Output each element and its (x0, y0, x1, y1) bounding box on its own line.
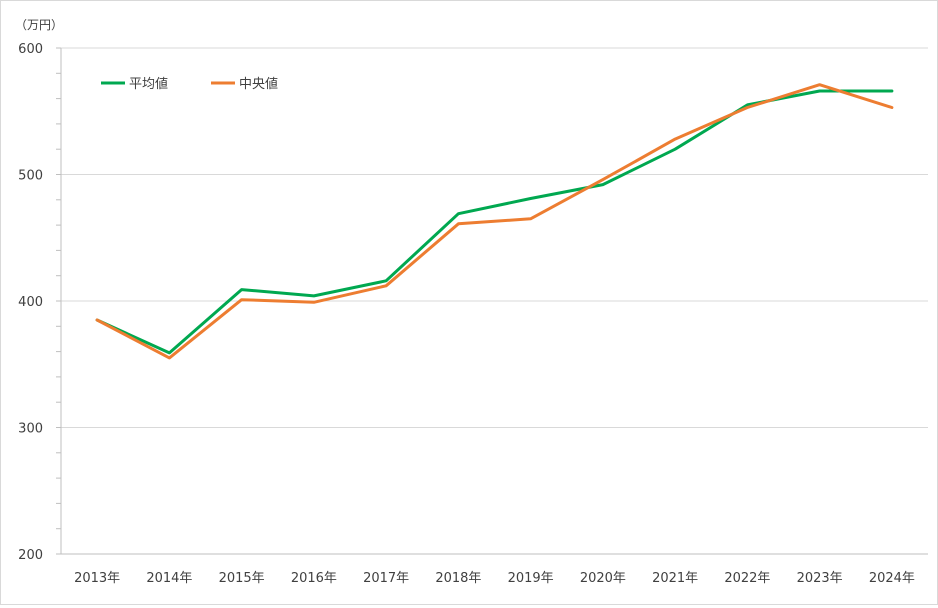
x-tick-label-4: 2017年 (363, 571, 409, 586)
x-tick-label-2: 2015年 (219, 571, 265, 586)
y-tick-label-500: 500 (18, 169, 43, 184)
x-tick-label-5: 2018年 (435, 571, 481, 586)
y-tick-label-300: 300 (18, 422, 43, 437)
y-axis-unit-label: （万円） (15, 18, 63, 32)
x-tick-label-11: 2024年 (869, 571, 915, 586)
grid-lines (61, 47, 928, 428)
x-tick-label-6: 2019年 (508, 571, 554, 586)
x-tick-label-10: 2023年 (797, 571, 843, 586)
axes (56, 47, 928, 555)
series-line-1 (95, 83, 894, 360)
x-tick-label-1: 2014年 (146, 571, 192, 586)
series-lines (95, 83, 894, 360)
legend: 平均値 中央値 (101, 76, 278, 92)
y-axis-ticks: 200 300 400 500 600 (18, 42, 43, 563)
legend-label-1: 中央値 (239, 76, 278, 92)
legend-label-0: 平均値 (129, 76, 168, 92)
y-tick-label-400: 400 (18, 295, 43, 310)
x-tick-label-8: 2021年 (652, 571, 698, 586)
x-tick-label-3: 2016年 (291, 571, 337, 586)
y-tick-label-200: 200 (18, 548, 43, 563)
y-tick-label-600: 600 (18, 42, 43, 57)
x-tick-label-7: 2020年 (580, 571, 626, 586)
x-axis-ticks: 2013年 2014年 2015年 2016年 2017年 2018年 2019年 2020年… (74, 571, 915, 586)
x-tick-label-9: 2022年 (724, 571, 770, 586)
x-tick-label-0: 2013年 (74, 571, 120, 586)
